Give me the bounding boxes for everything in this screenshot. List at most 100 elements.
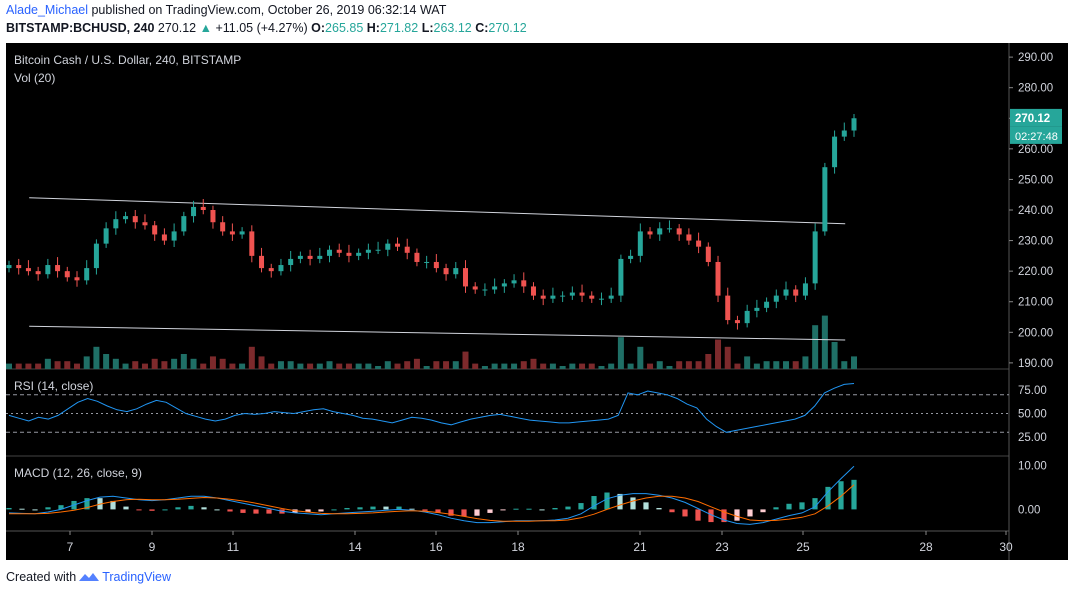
- candle-body: [540, 295, 546, 299]
- price-chart[interactable]: 290.00280.00270.00260.00250.00240.00230.…: [6, 43, 1068, 560]
- macd-histogram-bar: [786, 503, 792, 510]
- macd-histogram-bar: [136, 509, 142, 511]
- volume-bar: [326, 361, 333, 369]
- volume-bar: [676, 361, 683, 369]
- price-tick-label: 230.00: [1018, 236, 1053, 248]
- macd-histogram-bar: [747, 509, 753, 517]
- candle-body: [705, 246, 711, 262]
- candle-body: [443, 268, 449, 275]
- price-tick-label: 290.00: [1018, 52, 1053, 64]
- candle-body: [725, 295, 731, 321]
- open-value: 265.85: [325, 21, 364, 35]
- candle-body: [25, 268, 31, 272]
- author-link[interactable]: Alade_Michael: [6, 3, 88, 17]
- close-value: 270.12: [488, 21, 527, 35]
- volume-bar: [209, 356, 216, 369]
- volume-bar: [705, 354, 712, 369]
- candle-body: [84, 268, 90, 281]
- volume-bar: [355, 363, 362, 369]
- rsi-label: RSI (14, close): [14, 379, 93, 393]
- volume-bar: [404, 361, 411, 369]
- candle-body: [356, 252, 362, 256]
- candle-body: [560, 295, 566, 297]
- high-value: 271.82: [379, 21, 419, 35]
- macd-histogram-bar: [19, 508, 25, 510]
- rsi-tick-label: 50.00: [1018, 409, 1047, 421]
- time-tick-label: 25: [796, 540, 810, 554]
- volume-bar: [462, 351, 469, 369]
- price-tick-label: 210.00: [1018, 297, 1053, 309]
- volume-bar: [423, 366, 430, 369]
- volume-bar: [171, 358, 178, 369]
- volume-bar: [25, 363, 32, 369]
- macd-histogram-bar: [162, 509, 168, 511]
- candle-body: [6, 265, 12, 269]
- macd-histogram-bar: [123, 506, 129, 510]
- candle-body: [181, 216, 187, 232]
- volume-bar: [112, 358, 119, 369]
- volume-bar: [413, 358, 420, 369]
- macd-histogram-bar: [370, 506, 376, 510]
- volume-bar: [248, 346, 255, 369]
- macd-histogram-bar: [591, 496, 597, 510]
- candle-body: [482, 289, 488, 291]
- volume-bar: [579, 363, 586, 369]
- candle-body: [336, 249, 342, 253]
- volume-bar: [627, 363, 634, 369]
- volume-bar: [365, 363, 372, 369]
- volume-bar: [530, 358, 537, 369]
- macd-histogram-bar: [435, 509, 441, 513]
- candle-body: [618, 258, 624, 296]
- volume-bar: [54, 361, 61, 369]
- candle-body: [550, 295, 556, 299]
- candle-body: [93, 243, 99, 269]
- candle-body: [501, 283, 507, 287]
- candle-body: [511, 280, 517, 284]
- volume-bar: [812, 325, 819, 369]
- volume-bar: [802, 356, 809, 369]
- published-text: published on TradingView.com, October 26…: [91, 3, 447, 17]
- candle-body: [666, 228, 672, 230]
- macd-histogram-bar: [682, 509, 688, 517]
- volume-bar: [598, 366, 605, 369]
- macd-histogram-bar: [357, 507, 363, 510]
- candle-body: [200, 206, 206, 210]
- trendline: [29, 325, 846, 341]
- candle-body: [744, 310, 750, 324]
- macd-tick-label: 0.00: [1018, 504, 1040, 516]
- volume-bar: [569, 363, 576, 369]
- macd-histogram-bar: [617, 493, 623, 510]
- macd-histogram-bar: [32, 509, 38, 511]
- macd-histogram-bar: [669, 509, 675, 513]
- volume-bar: [161, 361, 168, 369]
- chart-background: [6, 43, 1068, 560]
- volume-bar: [695, 361, 702, 369]
- volume-bar: [122, 363, 129, 369]
- candle-body: [628, 255, 634, 259]
- macd-histogram-bar: [474, 509, 480, 516]
- candle-body: [696, 240, 702, 247]
- macd-histogram-bar: [578, 503, 584, 510]
- volume-bar: [384, 361, 391, 369]
- candle-body: [152, 225, 158, 235]
- price-tick-label: 280.00: [1018, 83, 1053, 95]
- macd-histogram-bar: [630, 497, 636, 510]
- volume-bar: [93, 346, 100, 369]
- time-tick-label: 16: [429, 540, 443, 554]
- created-with-text: Created with: [6, 570, 77, 584]
- candle-body: [793, 289, 799, 296]
- last-price-badge: [1010, 108, 1062, 127]
- candle-body: [812, 231, 818, 284]
- macd-histogram-bar: [84, 498, 90, 510]
- countdown-label: 02:27:48: [1015, 131, 1058, 143]
- volume-bar: [559, 366, 566, 369]
- candle-body: [686, 234, 692, 241]
- tradingview-brand[interactable]: TradingView: [102, 570, 171, 584]
- macd-histogram-bar: [201, 507, 207, 510]
- volume-bar: [851, 356, 857, 369]
- symbol-info: BITSTAMP:BCHUSD, 240 270.12 ▲ +11.05 (+4…: [6, 21, 527, 35]
- candle-body: [268, 268, 274, 272]
- candle-body: [346, 252, 352, 256]
- candle-body: [773, 295, 779, 302]
- open-label: O:: [311, 21, 326, 35]
